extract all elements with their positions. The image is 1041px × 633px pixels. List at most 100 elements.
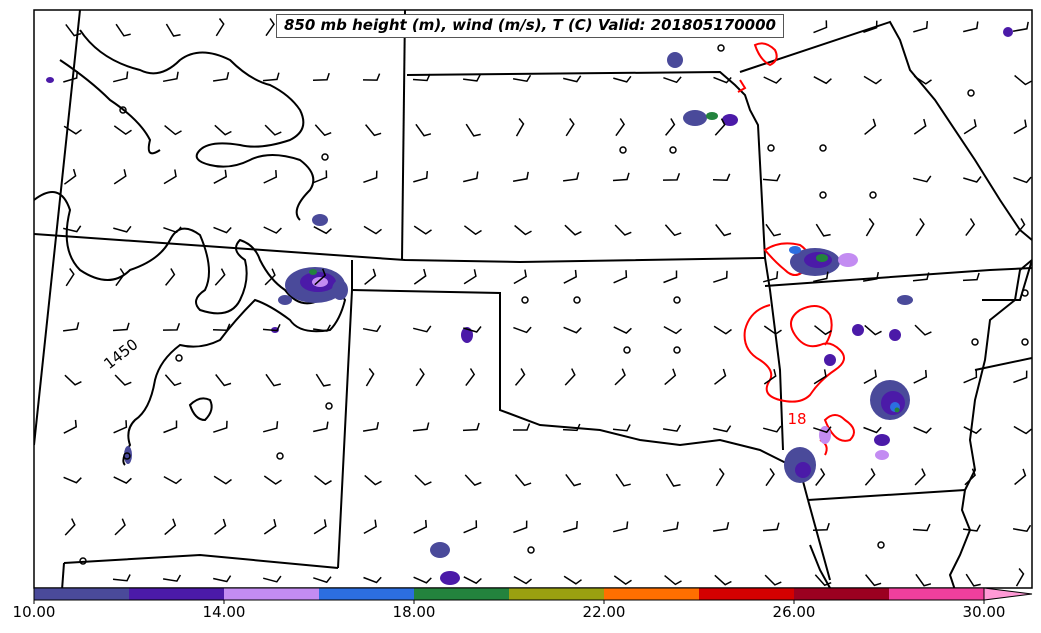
wind-barb bbox=[113, 125, 132, 136]
wind-barb bbox=[1013, 119, 1027, 135]
wind-barb bbox=[913, 21, 929, 33]
wind-barb bbox=[913, 75, 932, 85]
ks-mo-northern bbox=[764, 267, 1032, 287]
nm-ok-panhandle-border bbox=[337, 260, 353, 569]
calm-wind-circle bbox=[819, 191, 827, 199]
wind-barb bbox=[564, 368, 576, 386]
wind-barb bbox=[213, 575, 232, 583]
wind-barb bbox=[313, 170, 328, 184]
wind-barb bbox=[265, 18, 275, 37]
wind-barb bbox=[162, 71, 179, 83]
colorbar-segment bbox=[34, 588, 130, 600]
wind-barb bbox=[312, 324, 331, 332]
wind-barb bbox=[865, 574, 882, 587]
colorbar-segment bbox=[509, 588, 605, 600]
wind-barb bbox=[965, 218, 976, 237]
wind-barb bbox=[1013, 370, 1028, 384]
wind-barb bbox=[765, 468, 775, 487]
tx-la-border bbox=[809, 544, 831, 588]
colorbar-extend-arrow bbox=[983, 587, 1033, 601]
wind-barb bbox=[664, 224, 682, 237]
wind-barb bbox=[865, 218, 875, 237]
wind-barb bbox=[664, 368, 677, 386]
state-boundaries bbox=[34, 10, 1032, 588]
wind-barb bbox=[963, 426, 982, 435]
wind-barb bbox=[364, 474, 382, 486]
wind-barb bbox=[813, 369, 827, 385]
wind-barb bbox=[412, 73, 431, 82]
wind-barb bbox=[513, 269, 527, 285]
calm-wind-circle bbox=[877, 541, 885, 549]
wind-barb bbox=[663, 76, 682, 84]
wind-barb bbox=[1012, 524, 1032, 533]
mo-ar-border bbox=[807, 489, 966, 501]
wind-barb bbox=[362, 73, 381, 81]
calm-wind-circle bbox=[673, 296, 681, 304]
wind-barb bbox=[113, 71, 129, 83]
ok-ar-border bbox=[807, 499, 831, 581]
wind-barb bbox=[762, 173, 781, 182]
co-ne-boundary bbox=[34, 233, 766, 264]
calm-wind-circle bbox=[767, 144, 775, 152]
wind-barb bbox=[113, 420, 128, 434]
shade-cluster-north bbox=[312, 27, 1013, 226]
wind-barb bbox=[963, 21, 979, 33]
wind-barb bbox=[313, 519, 327, 535]
wind-barb bbox=[614, 224, 632, 236]
wind-barb bbox=[463, 171, 479, 183]
wind-barb bbox=[512, 74, 532, 83]
wind-barb bbox=[615, 473, 631, 487]
temp-contour-18-east bbox=[743, 304, 845, 403]
wind-barb bbox=[314, 268, 327, 286]
wind-barb bbox=[312, 72, 330, 81]
wind-barb bbox=[112, 574, 131, 582]
wind-barb bbox=[613, 75, 632, 83]
wind-barb bbox=[1013, 176, 1032, 184]
wind-barb bbox=[915, 573, 932, 587]
wind-barb bbox=[164, 125, 182, 136]
wind-barb bbox=[113, 476, 132, 485]
wind-barb bbox=[63, 168, 77, 185]
shaded-field bbox=[46, 27, 1013, 585]
wind-barb bbox=[113, 225, 132, 233]
wind-barb bbox=[964, 468, 976, 486]
wind-barb bbox=[813, 20, 828, 34]
wind-barb bbox=[415, 368, 425, 387]
wind-barb bbox=[214, 518, 227, 535]
wind-barb bbox=[512, 171, 529, 182]
wind-barb bbox=[963, 119, 977, 135]
wind-barb bbox=[462, 422, 480, 432]
wind-barb bbox=[364, 268, 377, 285]
calm-wind-circle bbox=[717, 44, 725, 52]
wind-barb bbox=[463, 225, 482, 236]
wind-barb bbox=[163, 475, 182, 485]
wind-barb bbox=[515, 118, 525, 137]
wind-barb bbox=[163, 226, 182, 234]
wind-barb bbox=[612, 172, 630, 182]
wind-barb bbox=[915, 218, 925, 237]
wind-barb bbox=[863, 20, 878, 34]
wind-barb bbox=[863, 369, 877, 385]
wind-barb bbox=[213, 226, 232, 234]
wind-barb bbox=[663, 325, 682, 335]
co-ks-border bbox=[401, 10, 406, 261]
wind-barb bbox=[762, 522, 780, 532]
wind-barb bbox=[214, 268, 226, 286]
wind-barb bbox=[63, 419, 77, 434]
mo-ky-border bbox=[974, 357, 1032, 371]
wind-barb bbox=[363, 225, 382, 235]
wind-barb bbox=[513, 575, 532, 585]
wind-barb bbox=[513, 326, 532, 334]
wind-barb bbox=[963, 370, 978, 384]
wind-barb bbox=[363, 519, 377, 535]
wind-barb bbox=[813, 271, 829, 283]
wind-barb bbox=[63, 322, 80, 332]
wind-barb bbox=[715, 468, 725, 487]
wind-barb bbox=[114, 374, 132, 386]
wind-barb bbox=[263, 475, 282, 485]
wind-barb bbox=[765, 223, 781, 237]
colorbar-tick-label: 26.00 bbox=[772, 603, 816, 621]
wind-barb bbox=[414, 474, 432, 486]
calm-wind-circle bbox=[276, 452, 284, 460]
wind-barb bbox=[262, 72, 280, 82]
